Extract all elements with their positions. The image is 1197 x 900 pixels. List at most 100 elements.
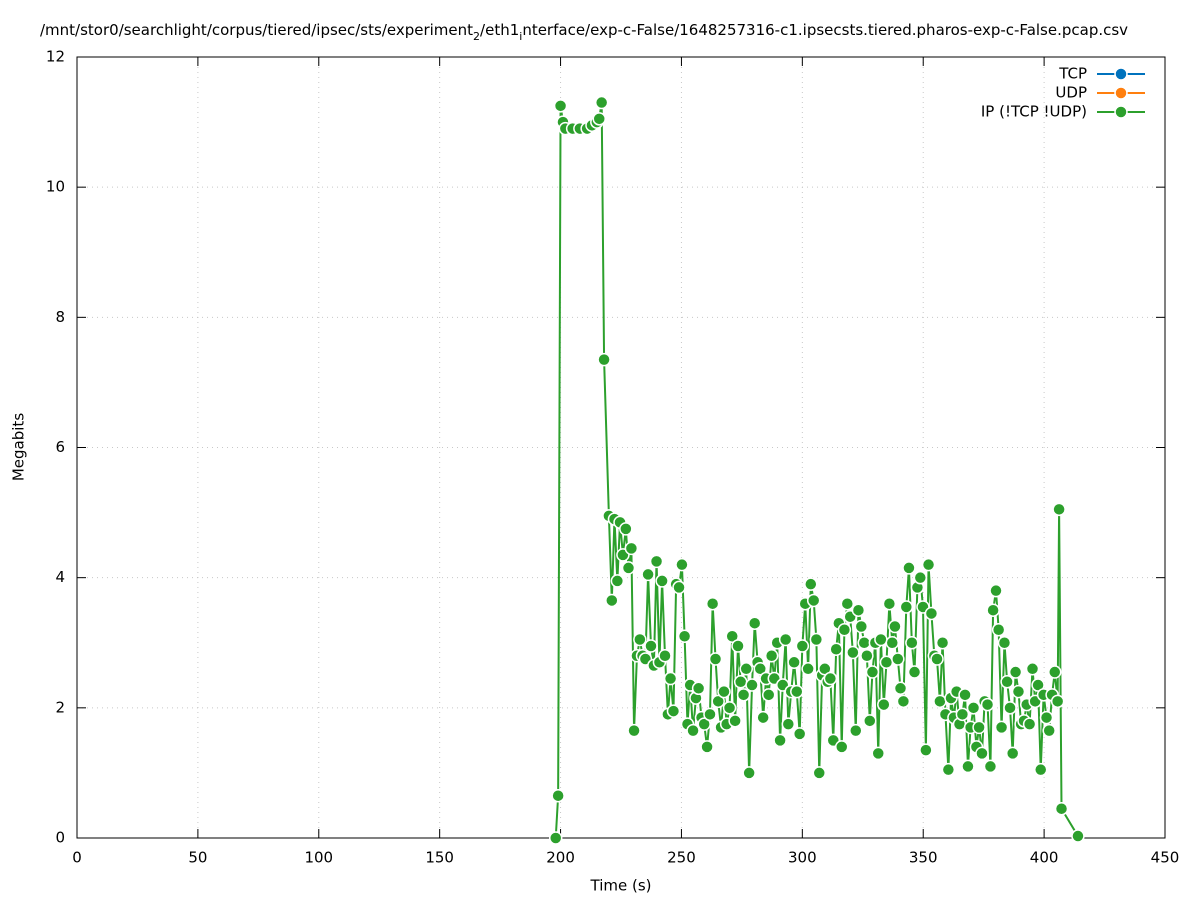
data-point	[913, 570, 928, 585]
data-point	[804, 577, 818, 591]
data-point	[787, 655, 801, 670]
title-subscript: i	[519, 30, 522, 43]
data-point	[991, 622, 1006, 637]
data-point	[711, 694, 725, 709]
data-point	[666, 704, 681, 718]
data-point	[823, 671, 838, 686]
data-point	[994, 720, 1009, 735]
data-point	[1025, 662, 1040, 676]
data-point	[553, 99, 568, 113]
data-point	[865, 665, 880, 679]
legend-label: TCP	[1058, 65, 1087, 83]
data-point	[972, 720, 986, 735]
y-tick-label: 12	[46, 48, 65, 66]
data-point	[742, 766, 756, 780]
legend-label: UDP	[1055, 84, 1087, 102]
data-point	[899, 600, 914, 614]
data-point	[624, 541, 639, 556]
data-point	[930, 652, 944, 666]
x-tick-label: 400	[1030, 849, 1059, 867]
data-point	[806, 593, 821, 608]
data-point	[958, 688, 972, 702]
data-point	[921, 557, 936, 572]
data-point	[1047, 665, 1062, 679]
y-tick-label: 6	[55, 438, 65, 456]
data-point	[781, 717, 796, 731]
data-point	[745, 678, 759, 692]
data-point	[849, 723, 863, 738]
data-point	[837, 622, 852, 637]
data-point	[594, 95, 609, 110]
y-tick-label: 2	[55, 698, 65, 716]
data-point	[935, 636, 950, 650]
data-point	[739, 662, 753, 676]
data-point	[1022, 717, 1037, 731]
data-point	[733, 675, 748, 689]
data-point	[829, 642, 843, 657]
data-point	[663, 671, 678, 686]
data-point	[778, 632, 793, 647]
data-point	[773, 733, 787, 748]
data-point	[644, 639, 658, 653]
data-point	[641, 567, 655, 582]
data-point	[675, 557, 689, 572]
data-point	[1003, 701, 1017, 715]
data-point	[658, 649, 672, 663]
data-point	[851, 603, 866, 617]
data-point	[705, 596, 720, 611]
data-point	[891, 652, 905, 666]
data-point	[747, 616, 762, 630]
y-tick-label: 4	[55, 568, 65, 586]
ticks: 0 2 4 6 8 10 12 0 50 100 150 200 250 300 350 400 450	[46, 48, 1179, 867]
data-point	[655, 574, 669, 588]
data-point	[725, 629, 739, 643]
data-point	[672, 580, 686, 595]
data-point	[896, 694, 911, 709]
data-point	[764, 649, 779, 663]
data-point	[1011, 684, 1026, 699]
data-point	[621, 561, 636, 575]
data-point	[619, 522, 633, 536]
data-point	[801, 662, 815, 676]
plot-area	[548, 95, 1085, 845]
data-point	[592, 112, 606, 126]
data-point	[986, 603, 1000, 617]
x-axis-label: Time (s)	[590, 877, 652, 895]
data-point	[597, 352, 611, 367]
data-point	[877, 697, 891, 712]
data-point	[551, 788, 565, 803]
data-point	[728, 714, 742, 728]
data-point	[846, 645, 860, 660]
data-point	[1042, 723, 1056, 738]
title-part: /mnt/stor0/searchlight/corpus/tiered/ips…	[40, 21, 473, 39]
x-tick-label: 100	[304, 849, 333, 867]
data-point	[691, 681, 706, 696]
data-point	[860, 649, 874, 663]
data-point	[983, 759, 998, 774]
x-tick-label: 150	[425, 849, 454, 867]
y-axis-label: Megabits	[10, 413, 28, 481]
y-tick-label: 8	[55, 308, 65, 326]
data-point	[722, 701, 737, 715]
data-point	[708, 652, 723, 666]
data-point	[961, 759, 975, 774]
data-point	[812, 766, 827, 780]
legend-marker	[1114, 67, 1128, 81]
data-point	[756, 710, 770, 725]
legend-label: IP (!TCP !UDP)	[981, 103, 1087, 121]
data-point	[893, 681, 908, 696]
data-point	[649, 554, 664, 569]
data-point	[1008, 665, 1023, 679]
data-point	[809, 632, 824, 647]
data-point	[955, 707, 970, 722]
data-point	[1000, 675, 1014, 689]
data-point	[753, 662, 768, 676]
data-point	[1071, 829, 1085, 843]
data-point	[919, 743, 933, 757]
title-subscript: 2	[473, 30, 480, 43]
data-point	[857, 636, 871, 650]
legend-marker	[1114, 86, 1128, 100]
x-tick-label: 200	[546, 849, 575, 867]
